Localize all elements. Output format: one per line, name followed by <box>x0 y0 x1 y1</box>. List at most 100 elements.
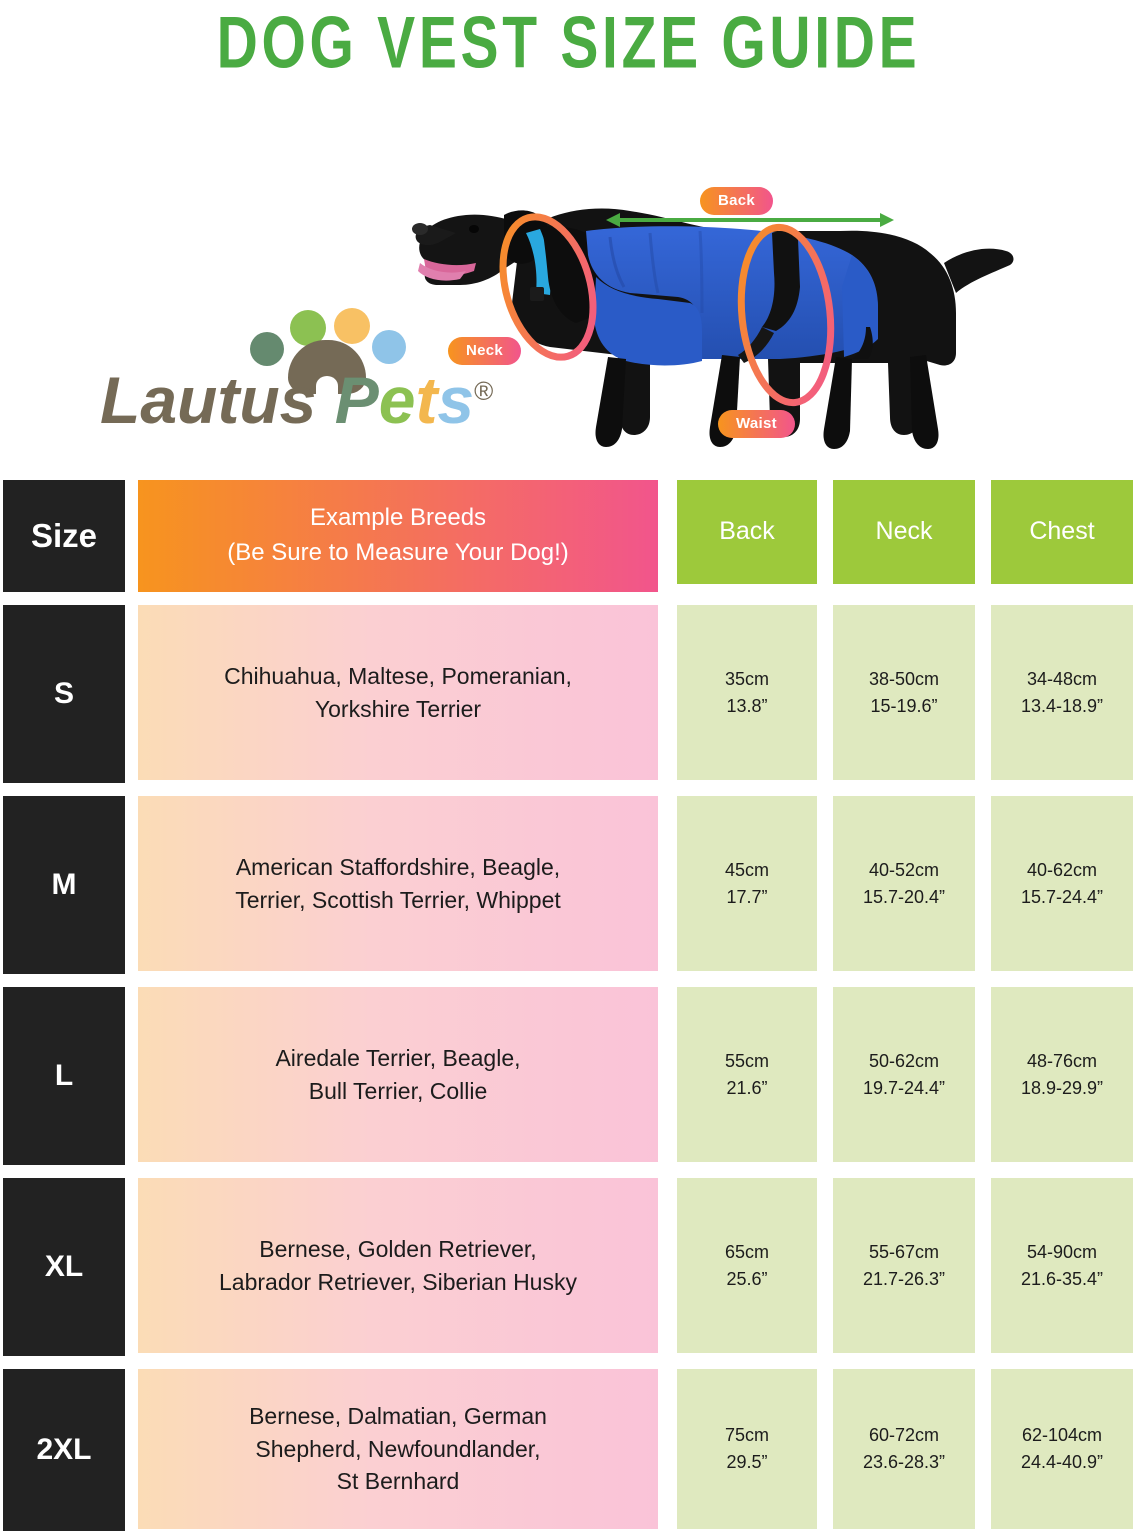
row-breeds-line1: Bernese, Dalmatian, German <box>249 1403 547 1430</box>
row-breeds-line2: Terrier, Scottish Terrier, Whippet <box>235 886 561 913</box>
row-breeds: Chihuahua, Maltese, Pomeranian, Yorkshir… <box>138 605 658 780</box>
row-chest-in: 18.9-29.9” <box>1020 1077 1104 1098</box>
row-breeds: Bernese, Golden Retriever, Labrador Retr… <box>138 1178 658 1353</box>
row-neck: 60-72cm 23.6-28.3” <box>833 1369 975 1529</box>
dog-photo-graphic <box>412 208 1014 449</box>
row-back-cm: 35cm <box>724 668 769 689</box>
row-breeds-line2: Bull Terrier, Collie <box>308 1077 488 1104</box>
registered-trademark-icon: ® <box>474 376 494 406</box>
row-chest: 34-48cm 13.4-18.9” <box>991 605 1133 780</box>
row-back-in: 17.7” <box>726 886 768 907</box>
row-chest: 62-104cm 24.4-40.9” <box>991 1369 1133 1529</box>
row-back-cm: 55cm <box>724 1050 769 1071</box>
header-neck: Neck <box>833 480 975 584</box>
row-breeds-line2: Labrador Retriever, Siberian Husky <box>219 1268 577 1295</box>
brand-name: Lautus Pets® <box>100 362 493 438</box>
row-neck: 38-50cm 15-19.6” <box>833 605 975 780</box>
row-back-cm: 75cm <box>724 1425 769 1445</box>
row-back: 65cm 25.6” <box>677 1178 817 1353</box>
header-breeds-line2: (Be Sure to Measure Your Dog!) <box>227 539 569 566</box>
row-neck: 50-62cm 19.7-24.4” <box>833 987 975 1162</box>
row-back-in: 21.6” <box>726 1077 768 1098</box>
neck-measurement-pill: Neck <box>448 337 522 365</box>
row-size: 2XL <box>3 1369 125 1531</box>
row-chest-cm: 54-90cm <box>1026 1241 1098 1262</box>
row-back-in: 25.6” <box>726 1268 768 1289</box>
row-chest-in: 21.6-35.4” <box>1020 1268 1104 1289</box>
row-size: M <box>3 796 125 974</box>
row-breeds: Airedale Terrier, Beagle, Bull Terrier, … <box>138 987 658 1162</box>
back-measurement-pill: Back <box>700 187 774 215</box>
row-back-in: 13.8” <box>726 695 768 716</box>
row-neck-in: 21.7-26.3” <box>862 1268 946 1289</box>
row-neck-cm: 55-67cm <box>868 1241 940 1262</box>
row-chest-in: 13.4-18.9” <box>1020 695 1104 716</box>
table-row: 2XL Bernese, Dalmatian, German Shepherd,… <box>0 1369 1137 1531</box>
table-header-row: Size Example Breeds (Be Sure to Measure … <box>0 480 1137 592</box>
brand-name-p: P <box>334 363 379 437</box>
row-back-cm: 45cm <box>724 859 769 880</box>
table-row: S Chihuahua, Maltese, Pomeranian, Yorksh… <box>0 605 1137 783</box>
row-back: 35cm 13.8” <box>677 605 817 780</box>
row-back-in: 29.5” <box>726 1452 768 1472</box>
row-chest-cm: 34-48cm <box>1026 668 1098 689</box>
row-back-cm: 65cm <box>724 1241 769 1262</box>
paw-print-icon <box>248 304 406 396</box>
row-back: 45cm 17.7” <box>677 796 817 971</box>
row-chest-in: 15.7-24.4” <box>1020 886 1104 907</box>
row-neck: 55-67cm 21.7-26.3” <box>833 1178 975 1353</box>
dog-illustration: Back Neck Waist <box>400 167 1020 467</box>
row-back: 75cm 29.5” <box>677 1369 817 1529</box>
row-back: 55cm 21.6” <box>677 987 817 1162</box>
row-neck-cm: 50-62cm <box>868 1050 940 1071</box>
row-neck-in: 15.7-20.4” <box>862 886 946 907</box>
row-neck-in: 23.6-28.3” <box>862 1452 946 1472</box>
header-breeds: Example Breeds (Be Sure to Measure Your … <box>138 480 658 592</box>
row-breeds: American Staffordshire, Beagle, Terrier,… <box>138 796 658 971</box>
paw-toe-1 <box>250 332 284 366</box>
row-chest-cm: 62-104cm <box>1021 1425 1103 1445</box>
paw-toe-3 <box>334 308 370 344</box>
paw-toe-4 <box>372 330 406 364</box>
waist-measurement-pill: Waist <box>718 410 795 438</box>
row-breeds-line1: American Staffordshire, Beagle, <box>235 853 561 880</box>
size-table: Size Example Breeds (Be Sure to Measure … <box>0 480 1137 1531</box>
row-neck-cm: 40-52cm <box>868 859 940 880</box>
row-neck-cm: 38-50cm <box>868 668 940 689</box>
header-chest: Chest <box>991 480 1133 584</box>
table-row: L Airedale Terrier, Beagle, Bull Terrier… <box>0 987 1137 1165</box>
brand-name-lautus: Lautus <box>100 363 335 437</box>
row-neck-in: 19.7-24.4” <box>862 1077 946 1098</box>
brand-name-t: t <box>415 363 438 437</box>
row-chest-in: 24.4-40.9” <box>1020 1452 1104 1472</box>
brand-name-s: s <box>437 363 475 437</box>
brand-name-e: e <box>378 363 416 437</box>
header-size: Size <box>3 480 125 592</box>
row-breeds-line2: Yorkshire Terrier <box>314 695 482 722</box>
row-chest-cm: 40-62cm <box>1026 859 1098 880</box>
row-size: S <box>3 605 125 783</box>
row-chest: 48-76cm 18.9-29.9” <box>991 987 1133 1162</box>
hero-section: Lautus Pets® <box>0 72 1137 472</box>
table-row: M American Staffordshire, Beagle, Terrie… <box>0 796 1137 974</box>
row-breeds-line1: Chihuahua, Maltese, Pomeranian, <box>224 662 572 689</box>
row-breeds-line1: Airedale Terrier, Beagle, <box>275 1044 521 1071</box>
paw-pad <box>288 340 366 396</box>
header-back: Back <box>677 480 817 584</box>
row-size: L <box>3 987 125 1165</box>
row-chest-cm: 48-76cm <box>1026 1050 1098 1071</box>
table-row: XL Bernese, Golden Retriever, Labrador R… <box>0 1178 1137 1356</box>
row-breeds: Bernese, Dalmatian, German Shepherd, New… <box>138 1369 658 1529</box>
row-chest: 54-90cm 21.6-35.4” <box>991 1178 1133 1353</box>
page-title: DOG VEST SIZE GUIDE <box>216 2 921 84</box>
brand-logo: Lautus Pets® <box>100 304 520 454</box>
row-breeds-line1: Bernese, Golden Retriever, <box>259 1235 537 1262</box>
row-chest: 40-62cm 15.7-24.4” <box>991 796 1133 971</box>
row-breeds-line2: Shepherd, Newfoundlander, <box>255 1435 541 1462</box>
row-size: XL <box>3 1178 125 1356</box>
row-neck: 40-52cm 15.7-20.4” <box>833 796 975 971</box>
row-breeds-line3: St Bernhard <box>336 1468 460 1495</box>
row-neck-cm: 60-72cm <box>868 1425 940 1445</box>
header-breeds-line1: Example Breeds <box>309 504 487 532</box>
row-neck-in: 15-19.6” <box>870 695 938 716</box>
